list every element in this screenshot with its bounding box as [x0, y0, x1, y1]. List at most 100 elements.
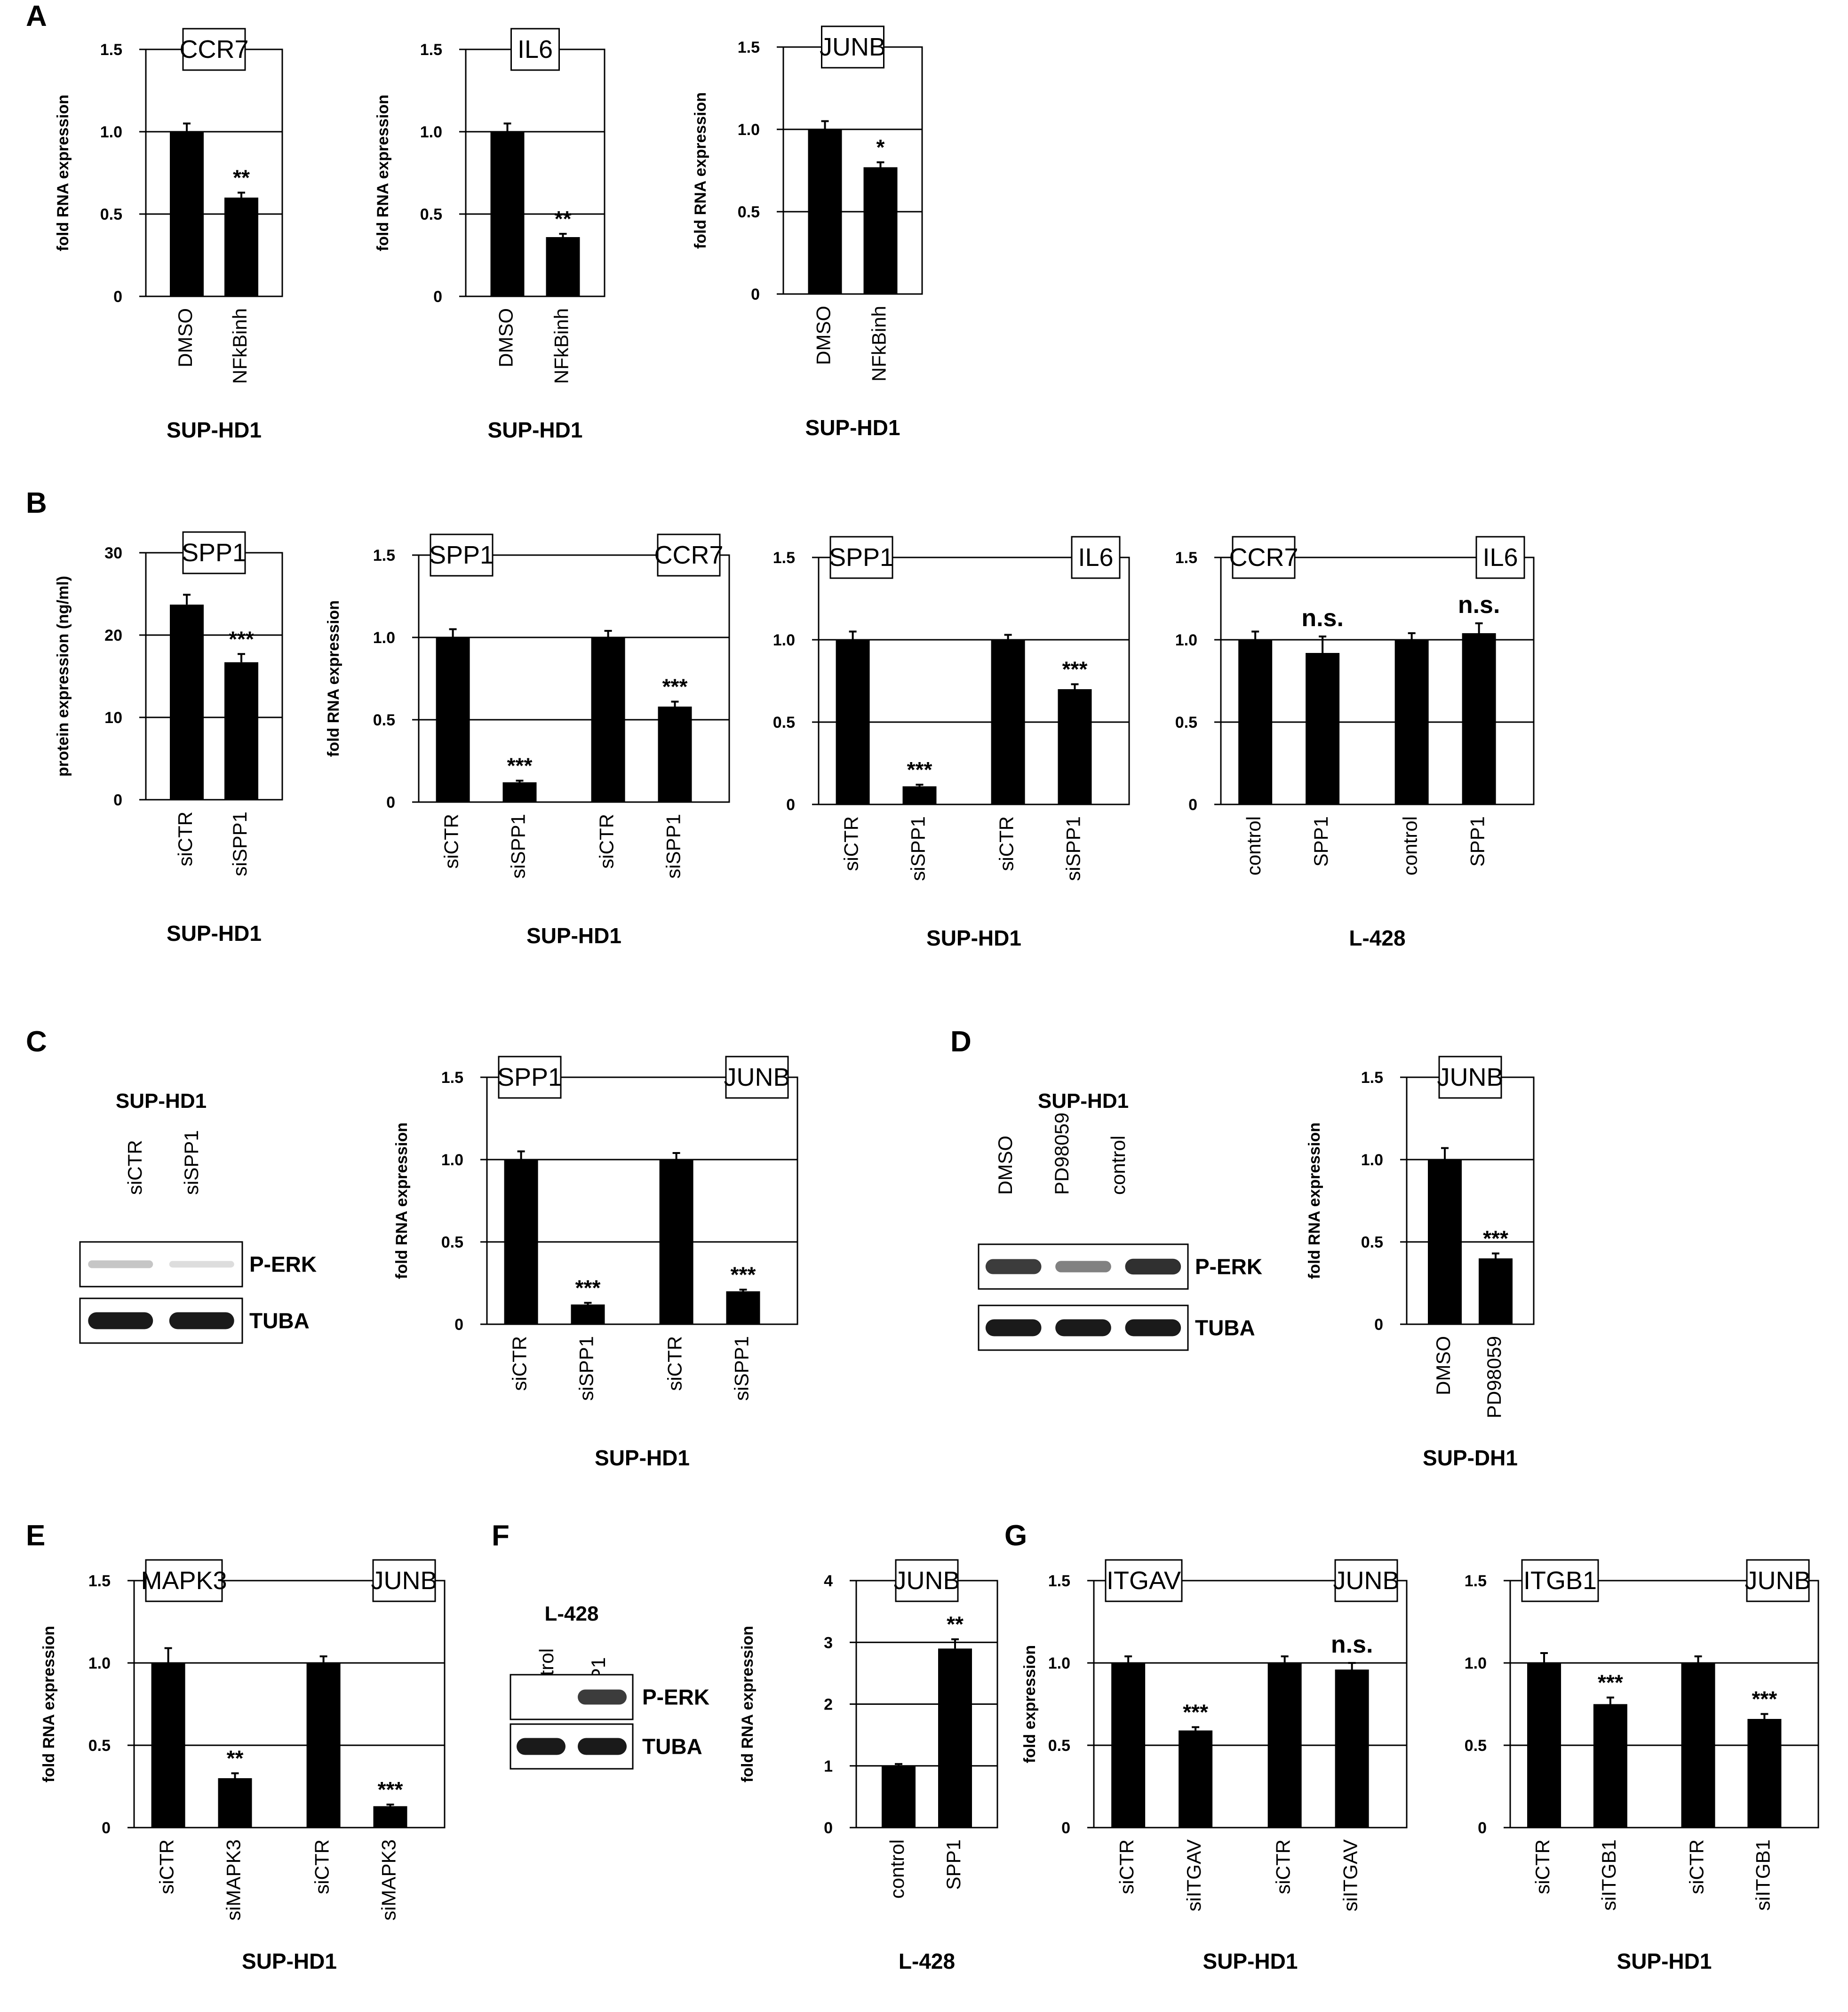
y-tick-label: 1	[824, 1758, 833, 1775]
gene-label-box	[1071, 536, 1121, 579]
bar	[373, 1806, 407, 1828]
x-tick-label: siSPP1	[907, 816, 929, 881]
gene-label: IL6	[1482, 543, 1518, 572]
x-tick-label: siMAPK3	[378, 1839, 400, 1921]
y-tick-label: 0	[1061, 1819, 1070, 1837]
y-tick-label: 0.5	[1361, 1233, 1383, 1251]
x-tick-label: siSPP1	[1062, 816, 1084, 881]
bar	[726, 1291, 760, 1324]
significance-marker: ***	[907, 757, 932, 782]
y-tick-label: 0.5	[738, 203, 760, 221]
y-axis-label: fold RNA expression	[325, 600, 343, 757]
gene-label: CCR7	[654, 541, 723, 569]
bar	[1267, 1663, 1302, 1828]
blot-lane-label: control	[1107, 1136, 1129, 1195]
significance-marker: **	[233, 166, 250, 190]
gene-label: JUNB	[893, 1567, 960, 1595]
x-tick-label: control	[1243, 816, 1265, 875]
chart-panel-A: 0 0.5 1.0 1.5 fold RNA expression DMSO ** NFkBi…	[54, 28, 283, 442]
y-tick-label: 0	[102, 1819, 111, 1837]
chart-panel-G: 0 0.5 1.0 1.5 siCTR *** siITGB1 ITGB1 siCTR *** si…	[1465, 1559, 1819, 1973]
x-tick-label: siCTR	[174, 811, 196, 867]
y-tick-label: 0	[1188, 796, 1197, 814]
y-tick-label: 0.5	[373, 711, 395, 729]
cell-line-label: L-428	[1349, 926, 1405, 950]
bar	[224, 662, 258, 800]
y-tick-label: 10	[104, 709, 122, 727]
y-axis-label: fold RNA expression	[1306, 1122, 1323, 1279]
y-tick-label: 0	[1374, 1316, 1383, 1334]
x-tick-label: siSPP1	[662, 814, 685, 879]
x-tick-label: control	[886, 1839, 908, 1899]
y-tick-label: 1.5	[88, 1572, 111, 1590]
blot-band	[517, 1738, 566, 1755]
blot-row-label: P-ERK	[249, 1252, 317, 1277]
blot-lane-label: DMSO	[994, 1136, 1016, 1195]
gene-label: SPP1	[429, 541, 494, 569]
y-tick-label: 0.5	[1175, 714, 1197, 732]
chart-panel-D: 0 0.5 1.0 1.5 fold RNA expression DMSO *** PD98…	[1306, 1056, 1535, 1470]
gene-label: CCR7	[179, 35, 248, 64]
blot-band	[578, 1738, 627, 1755]
significance-marker: ***	[731, 1263, 756, 1287]
blot-band	[169, 1261, 234, 1268]
gene-label-box	[498, 1056, 562, 1099]
y-axis-label: fold RNA expression	[54, 95, 72, 251]
significance-marker: *	[876, 135, 885, 159]
blot-band	[1055, 1261, 1111, 1272]
y-tick-label: 0.5	[420, 206, 442, 223]
chart-panel-B: 0 0.5 1.0 1.5 siCTR *** siSPP1 SPP1 siCTR *** siSP…	[773, 536, 1130, 950]
y-tick-label: 1.5	[773, 549, 795, 567]
y-axis-label: protein expression (ng/ml)	[54, 576, 72, 777]
gene-label-box	[829, 536, 893, 579]
significance-marker: ***	[229, 627, 254, 651]
bar	[546, 237, 580, 296]
y-tick-label: 2	[824, 1696, 833, 1714]
gene-label: JUNB	[820, 33, 886, 61]
y-tick-label: 1.5	[1465, 1572, 1487, 1590]
plot-frame	[782, 46, 923, 295]
bar	[1681, 1663, 1715, 1828]
gene-label-box	[145, 1559, 223, 1602]
x-tick-label: NFkBinh	[550, 308, 573, 384]
bar	[991, 640, 1025, 804]
gene-label-box	[1105, 1559, 1183, 1602]
bar	[571, 1304, 605, 1324]
bar	[902, 786, 937, 804]
x-tick-label: SPP1	[1466, 816, 1489, 867]
x-tick-label: siCTR	[664, 1336, 686, 1391]
x-tick-label: siCTR	[156, 1839, 178, 1894]
panel-label: C	[26, 1026, 47, 1058]
blot-band	[578, 1689, 627, 1705]
cell-line-label: L-428	[899, 1949, 955, 1973]
plot-frame	[1093, 1580, 1408, 1829]
plot-frame	[465, 48, 605, 297]
blot-lane-label: siSPP1	[180, 1130, 202, 1195]
blot-cell-line: SUP-HD1	[1038, 1090, 1129, 1113]
y-axis-label: fold expression	[1021, 1645, 1039, 1763]
y-tick-label: 0.5	[100, 206, 122, 223]
x-tick-label: SPP1	[1310, 816, 1332, 867]
y-tick-label: 1.0	[1175, 631, 1197, 649]
bar	[1058, 689, 1092, 804]
y-tick-label: 20	[104, 627, 122, 644]
chart-panel-E: 0 0.5 1.0 1.5 fold RNA expression siCTR ** siMA…	[40, 1559, 446, 1973]
y-tick-label: 1.5	[373, 547, 395, 565]
y-axis-label: fold RNA expression	[739, 1626, 757, 1782]
gene-label: IL6	[1078, 543, 1113, 572]
plot-frame	[1406, 1076, 1535, 1325]
blot-band	[1055, 1319, 1111, 1336]
bar	[306, 1663, 341, 1828]
chart-panel-F: 0 1 2 3 4 fold RNA expression control ** SPP1 JUN…	[739, 1559, 998, 1973]
y-tick-label: 0.5	[441, 1233, 463, 1251]
gene-label: CCR7	[1229, 543, 1298, 572]
bar	[658, 707, 692, 802]
blot-row-label: TUBA	[1195, 1316, 1255, 1340]
bar	[808, 129, 842, 294]
bar	[1428, 1160, 1462, 1324]
x-tick-label: siITGAV	[1339, 1839, 1362, 1911]
x-tick-label: siSPP1	[731, 1336, 753, 1401]
y-tick-label: 1.0	[373, 629, 395, 647]
bar	[1179, 1730, 1213, 1828]
panel-label: A	[26, 0, 47, 32]
